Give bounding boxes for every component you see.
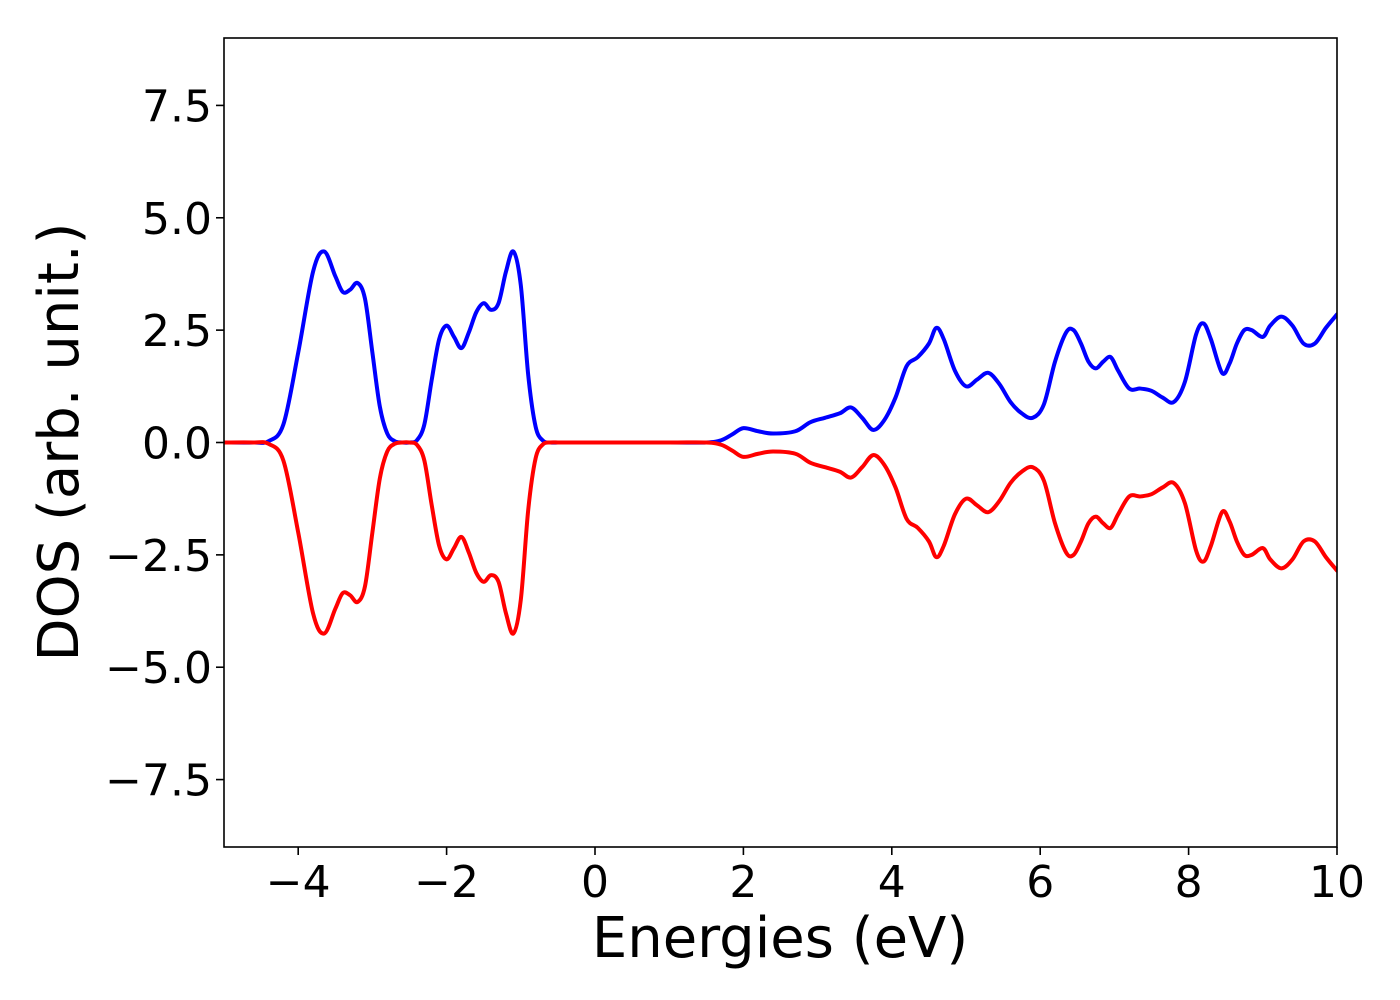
x-tick-label: 10 bbox=[1309, 857, 1365, 908]
y-tick-label: −7.5 bbox=[105, 756, 212, 807]
y-tick-label: −2.5 bbox=[105, 531, 212, 582]
series-layer bbox=[224, 249, 1337, 636]
x-tick-label: 0 bbox=[581, 857, 609, 908]
y-tick-label: 2.5 bbox=[142, 306, 212, 357]
y-axis-title: DOS (arb. unit.) bbox=[27, 222, 92, 661]
x-axis-title: Energies (eV) bbox=[592, 906, 968, 971]
x-tick-label: 6 bbox=[1026, 857, 1054, 908]
y-axis: 7.5 5.0 2.5 0.0 −2.5 −5.0 −7.5 bbox=[105, 81, 224, 807]
plot-frame bbox=[223, 37, 1338, 848]
series-line-2 bbox=[224, 440, 1337, 636]
y-tick-label: 0.0 bbox=[142, 419, 212, 470]
y-tick-label: −5.0 bbox=[105, 643, 212, 694]
x-tick-label: −2 bbox=[414, 857, 479, 908]
x-tick-label: −4 bbox=[266, 857, 331, 908]
x-tick-label: 4 bbox=[878, 857, 906, 908]
series-line-1 bbox=[224, 249, 1337, 445]
x-axis: −4 −2 0 2 4 6 8 10 bbox=[266, 847, 1365, 908]
x-tick-label: 8 bbox=[1175, 857, 1203, 908]
y-tick-label: 5.0 bbox=[142, 194, 212, 245]
x-tick-label: 2 bbox=[729, 857, 757, 908]
y-tick-label: 7.5 bbox=[142, 81, 212, 132]
